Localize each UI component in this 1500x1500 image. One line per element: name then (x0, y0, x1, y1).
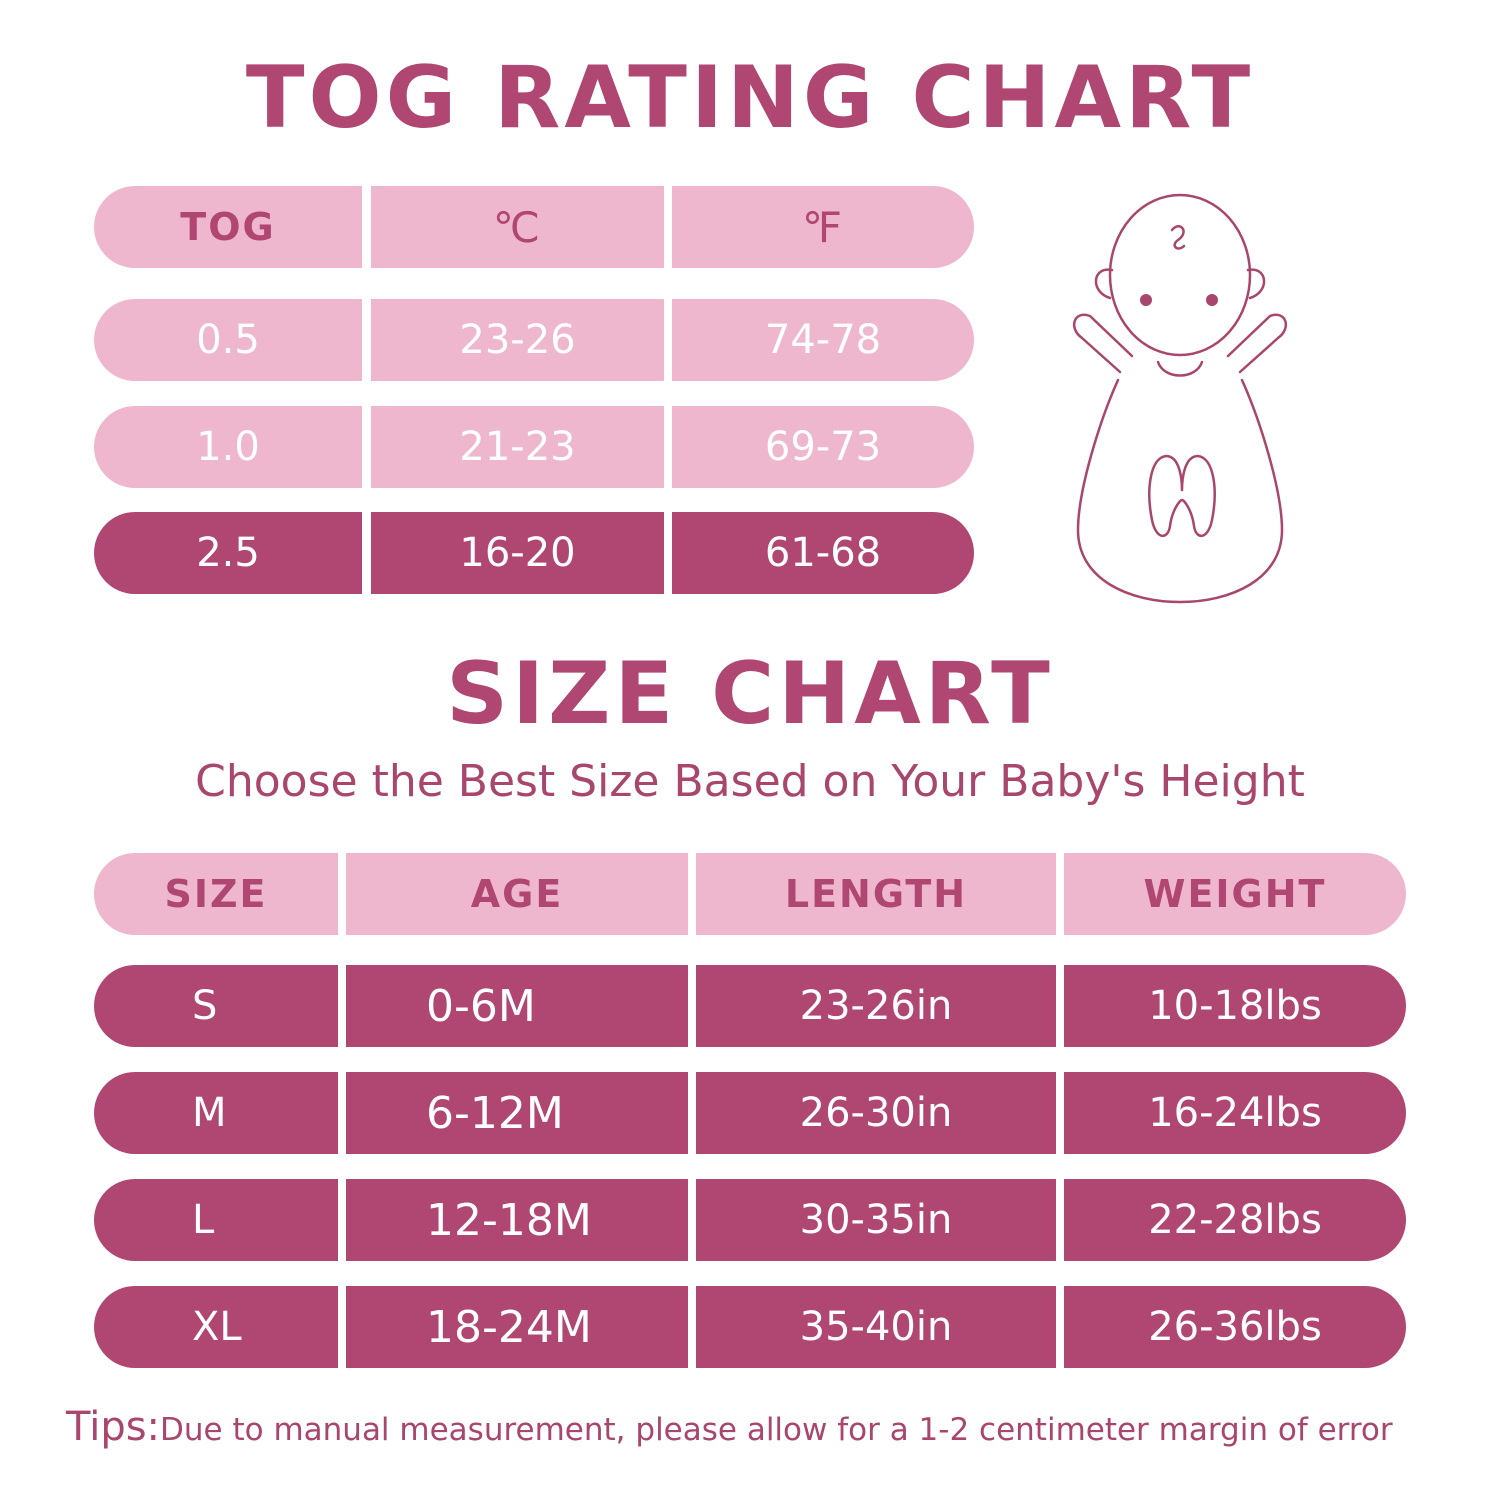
fahrenheit-header-label: ℉ (802, 202, 844, 252)
fahrenheit-header-cell: ℉ (672, 186, 974, 268)
age-cell: 18-24M (346, 1286, 688, 1368)
tog-header-cell: TOG (94, 186, 362, 268)
tog-cell: 0.5 (94, 299, 362, 381)
celsius-value: 16-20 (459, 530, 576, 576)
weight-value: 22-28lbs (1148, 1197, 1322, 1243)
weight-header-label: WEIGHT (1143, 872, 1327, 916)
weight-cell: 10-18lbs (1064, 965, 1406, 1047)
length-cell: 26-30in (696, 1072, 1056, 1154)
table-row: 0.5 23-26 74-78 (94, 299, 974, 381)
age-cell: 12-18M (346, 1179, 688, 1261)
tog-header-row: TOG ℃ ℉ (94, 186, 974, 268)
length-value: 26-30in (799, 1090, 953, 1136)
length-value: 23-26in (799, 983, 953, 1029)
table-row: 1.0 21-23 69-73 (94, 406, 974, 488)
celsius-header-label: ℃ (492, 202, 543, 252)
table-row: XL 18-24M 35-40in 26-36lbs (94, 1286, 1406, 1368)
age-header-cell: AGE (346, 853, 688, 935)
celsius-cell: 21-23 (371, 406, 664, 488)
tog-value: 1.0 (196, 424, 260, 470)
table-row: 2.5 16-20 61-68 (94, 512, 974, 594)
celsius-cell: 23-26 (371, 299, 664, 381)
length-cell: 35-40in (696, 1286, 1056, 1368)
age-cell: 6-12M (346, 1072, 688, 1154)
fahrenheit-cell: 61-68 (672, 512, 974, 594)
size-cell: L (94, 1179, 338, 1261)
age-cell: 0-6M (346, 965, 688, 1047)
size-value: M (192, 1090, 227, 1136)
tips-text: Due to manual measurement, please allow … (160, 1412, 1393, 1448)
table-row: L 12-18M 30-35in 22-28lbs (94, 1179, 1406, 1261)
celsius-value: 21-23 (459, 424, 576, 470)
tog-cell: 2.5 (94, 512, 362, 594)
weight-cell: 16-24lbs (1064, 1072, 1406, 1154)
size-value: L (192, 1197, 215, 1243)
fahrenheit-value: 69-73 (764, 424, 882, 470)
tog-value: 2.5 (196, 530, 260, 576)
size-header-cell: SIZE (94, 853, 338, 935)
size-cell: XL (94, 1286, 338, 1368)
tog-cell: 1.0 (94, 406, 362, 488)
weight-value: 16-24lbs (1148, 1090, 1322, 1136)
size-chart-title: SIZE CHART (446, 644, 1054, 744)
age-value: 6-12M (426, 1087, 564, 1139)
age-value: 0-6M (426, 980, 536, 1032)
weight-header-cell: WEIGHT (1064, 853, 1406, 935)
length-value: 30-35in (799, 1197, 953, 1243)
length-header-cell: LENGTH (696, 853, 1056, 935)
fahrenheit-cell: 74-78 (672, 299, 974, 381)
baby-sleep-sack-icon (1060, 190, 1300, 614)
table-row: M 6-12M 26-30in 16-24lbs (94, 1072, 1406, 1154)
length-cell: 30-35in (696, 1179, 1056, 1261)
celsius-header-cell: ℃ (371, 186, 664, 268)
fahrenheit-value: 61-68 (764, 530, 882, 576)
weight-cell: 26-36lbs (1064, 1286, 1406, 1368)
size-cell: S (94, 965, 338, 1047)
weight-value: 10-18lbs (1148, 983, 1322, 1029)
celsius-cell: 16-20 (371, 512, 664, 594)
length-value: 35-40in (799, 1304, 953, 1350)
fahrenheit-cell: 69-73 (672, 406, 974, 488)
tog-chart-title: TOG RATING CHART (245, 48, 1255, 148)
celsius-value: 23-26 (459, 317, 576, 363)
tips-note: Tips:Due to manual measurement, please a… (66, 1404, 1486, 1450)
age-value: 12-18M (426, 1194, 592, 1246)
size-header-row: SIZE AGE LENGTH WEIGHT (94, 853, 1406, 935)
tog-value: 0.5 (196, 317, 260, 363)
size-header-label: SIZE (164, 872, 268, 916)
size-value: XL (192, 1304, 242, 1350)
length-cell: 23-26in (696, 965, 1056, 1047)
size-value: S (192, 983, 218, 1029)
tips-label: Tips: (66, 1404, 161, 1450)
age-header-label: AGE (470, 872, 564, 916)
size-chart-subtitle: Choose the Best Size Based on Your Baby'… (195, 756, 1305, 807)
tog-header-label: TOG (180, 205, 276, 249)
weight-value: 26-36lbs (1148, 1304, 1322, 1350)
weight-cell: 22-28lbs (1064, 1179, 1406, 1261)
size-cell: M (94, 1072, 338, 1154)
table-row: S 0-6M 23-26in 10-18lbs (94, 965, 1406, 1047)
fahrenheit-value: 74-78 (764, 317, 882, 363)
length-header-label: LENGTH (784, 872, 968, 916)
age-value: 18-24M (426, 1301, 592, 1353)
